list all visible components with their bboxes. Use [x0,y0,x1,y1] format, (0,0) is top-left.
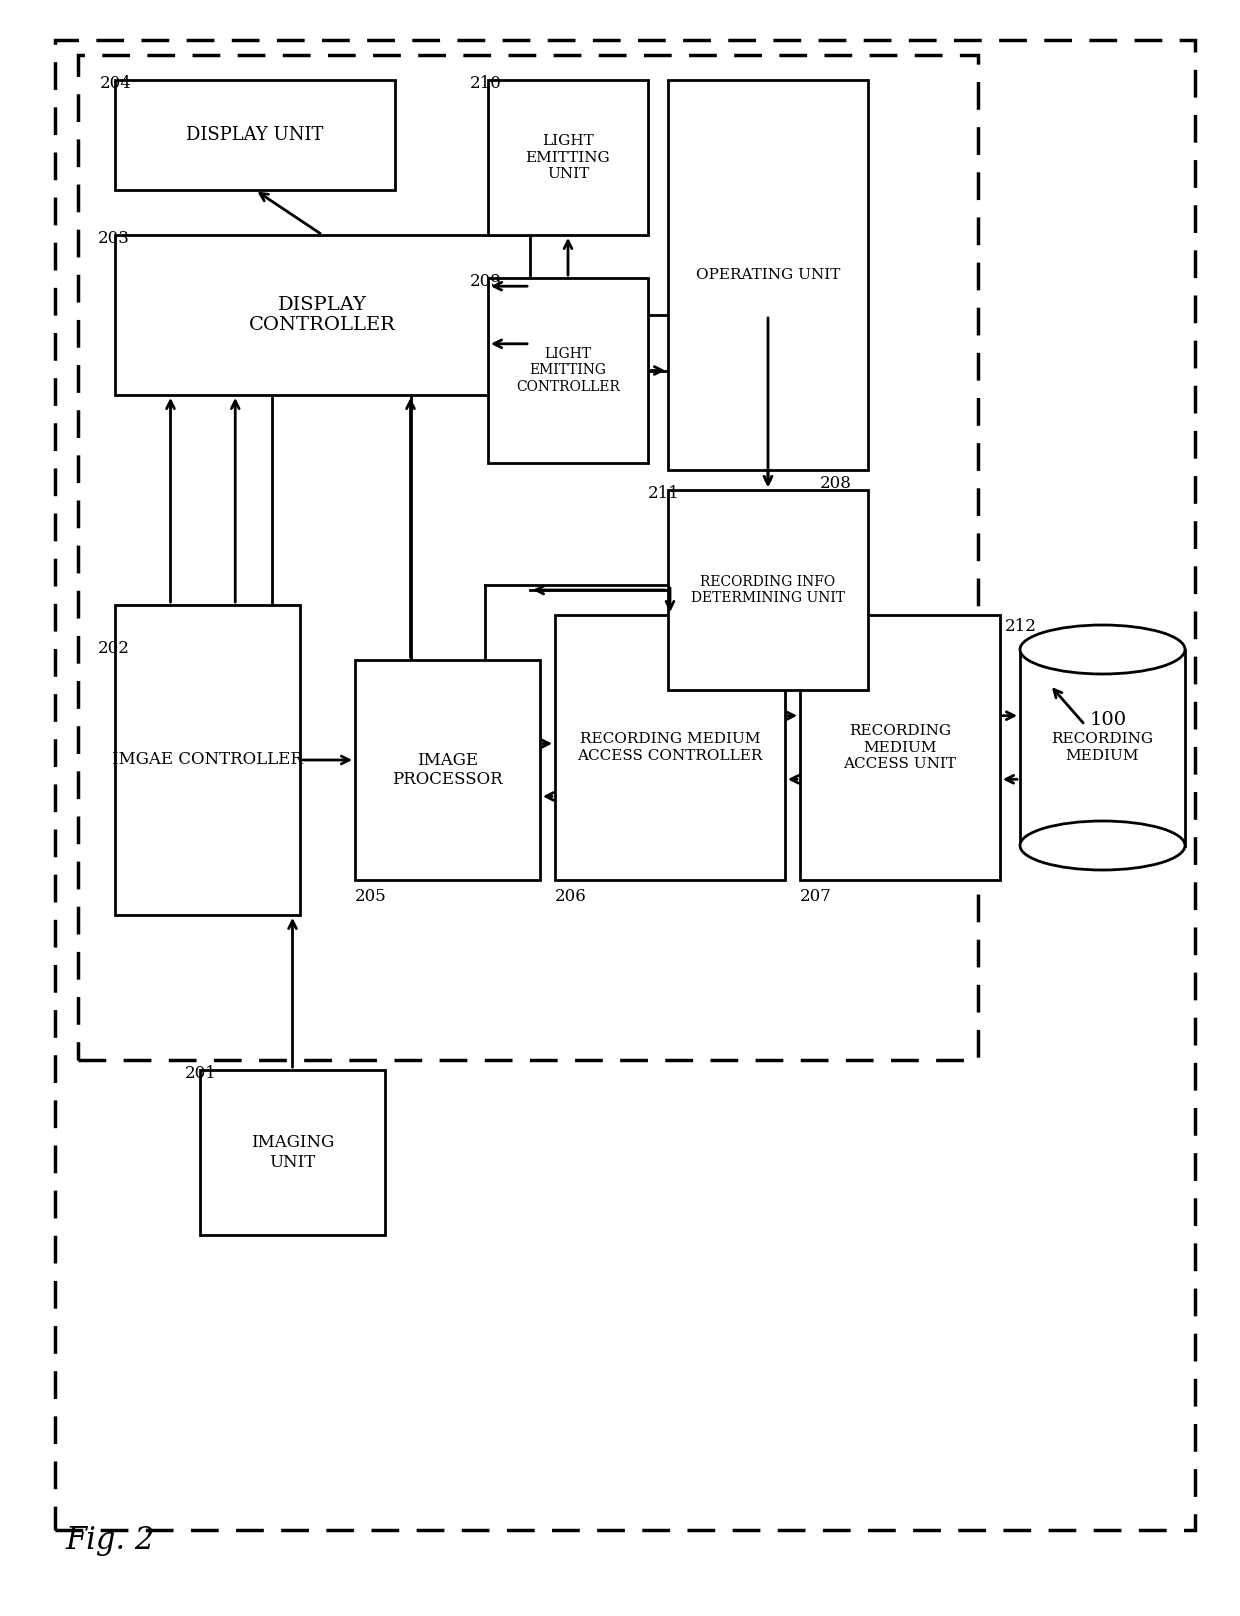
Text: LIGHT
EMITTING
UNIT: LIGHT EMITTING UNIT [526,134,610,181]
Bar [115,81,396,191]
Text: 205: 205 [355,889,387,905]
Text: 202: 202 [98,640,130,658]
Text: 208: 208 [820,475,852,491]
Bar [668,490,868,690]
Bar [78,55,978,1060]
Text: Fig. 2: Fig. 2 [64,1526,154,1556]
Bar [1021,650,1185,845]
Text: IMAGE
PROCESSOR: IMAGE PROCESSOR [392,751,502,789]
Text: RECORDING
MEDIUM: RECORDING MEDIUM [1052,732,1153,763]
Text: IMGAE CONTROLLER: IMGAE CONTROLLER [112,751,303,769]
Text: 204: 204 [100,74,131,92]
Bar [489,81,649,234]
Text: 100: 100 [1090,711,1127,729]
Text: DISPLAY
CONTROLLER: DISPLAY CONTROLLER [249,296,396,335]
Bar [489,278,649,464]
Text: 209: 209 [470,273,502,289]
Text: OPERATING UNIT: OPERATING UNIT [696,268,841,283]
Bar [668,81,868,470]
Ellipse shape [1021,821,1185,869]
Bar [200,1070,384,1235]
Text: RECORDING INFO
DETERMINING UNIT: RECORDING INFO DETERMINING UNIT [691,575,844,604]
Text: DISPLAY UNIT: DISPLAY UNIT [186,126,324,144]
Ellipse shape [1021,625,1185,674]
Text: RECORDING MEDIUM
ACCESS CONTROLLER: RECORDING MEDIUM ACCESS CONTROLLER [578,732,763,763]
Text: 207: 207 [800,889,832,905]
Text: IMAGING
UNIT: IMAGING UNIT [250,1134,334,1172]
Text: RECORDING
MEDIUM
ACCESS UNIT: RECORDING MEDIUM ACCESS UNIT [843,724,956,771]
Bar [355,659,539,881]
Text: 211: 211 [649,485,680,503]
Text: 212: 212 [1004,617,1037,635]
Bar [115,604,300,915]
Text: LIGHT
EMITTING
CONTROLLER: LIGHT EMITTING CONTROLLER [516,347,620,394]
Bar [800,616,999,881]
Text: 206: 206 [556,889,587,905]
Text: 201: 201 [185,1065,217,1083]
Bar [556,616,785,881]
Bar [115,234,529,394]
Text: 203: 203 [98,229,130,247]
Text: 210: 210 [470,74,502,92]
